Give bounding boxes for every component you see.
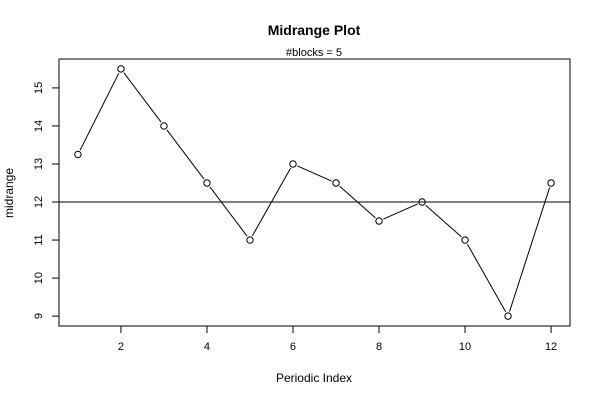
y-tick-label: 9 bbox=[33, 313, 45, 319]
series-segment bbox=[79, 72, 120, 151]
x-axis: 2 4 6 8 10 12 bbox=[118, 325, 557, 353]
x-tick-label: 12 bbox=[545, 341, 557, 353]
data-point bbox=[203, 179, 211, 187]
plot-frame bbox=[58, 58, 571, 327]
series-segment bbox=[123, 72, 162, 123]
data-point bbox=[289, 160, 297, 168]
series-segment bbox=[209, 186, 248, 237]
series-segment bbox=[466, 243, 507, 313]
x-tick-label: 10 bbox=[459, 341, 471, 353]
y-tick-label: 10 bbox=[33, 272, 45, 284]
data-point bbox=[375, 217, 383, 225]
data-point bbox=[160, 122, 168, 130]
series-segment bbox=[251, 167, 292, 237]
data-point bbox=[117, 65, 125, 73]
y-tick-label: 13 bbox=[33, 158, 45, 170]
series-segment bbox=[339, 185, 376, 219]
data-point bbox=[504, 312, 512, 320]
series-layer bbox=[74, 65, 555, 320]
series-segment bbox=[166, 129, 205, 180]
y-axis-label: midrange bbox=[2, 168, 16, 218]
series-segment bbox=[425, 204, 462, 238]
data-point bbox=[74, 150, 82, 159]
x-tick-label: 2 bbox=[118, 341, 124, 353]
series-segment bbox=[383, 203, 418, 220]
x-tick-label: 8 bbox=[376, 341, 382, 353]
data-point bbox=[547, 179, 555, 187]
chart-subtitle: #blocks = 5 bbox=[286, 47, 342, 59]
data-point bbox=[461, 236, 469, 244]
data-point bbox=[246, 236, 254, 244]
data-point bbox=[332, 179, 340, 187]
x-tick-label: 4 bbox=[204, 341, 210, 353]
series-segment bbox=[297, 165, 332, 182]
y-tick-label: 11 bbox=[33, 234, 45, 245]
y-tick-label: 14 bbox=[33, 120, 45, 132]
chart-title: Midrange Plot bbox=[268, 22, 361, 38]
x-axis-label: Periodic Index bbox=[276, 371, 352, 385]
series-segment bbox=[509, 187, 551, 312]
x-tick-label: 6 bbox=[290, 341, 296, 353]
data-point bbox=[418, 198, 426, 206]
y-axis: 9 10 11 12 13 14 15 bbox=[33, 82, 60, 319]
y-tick-label: 12 bbox=[33, 196, 45, 208]
y-tick-label: 15 bbox=[33, 82, 45, 94]
